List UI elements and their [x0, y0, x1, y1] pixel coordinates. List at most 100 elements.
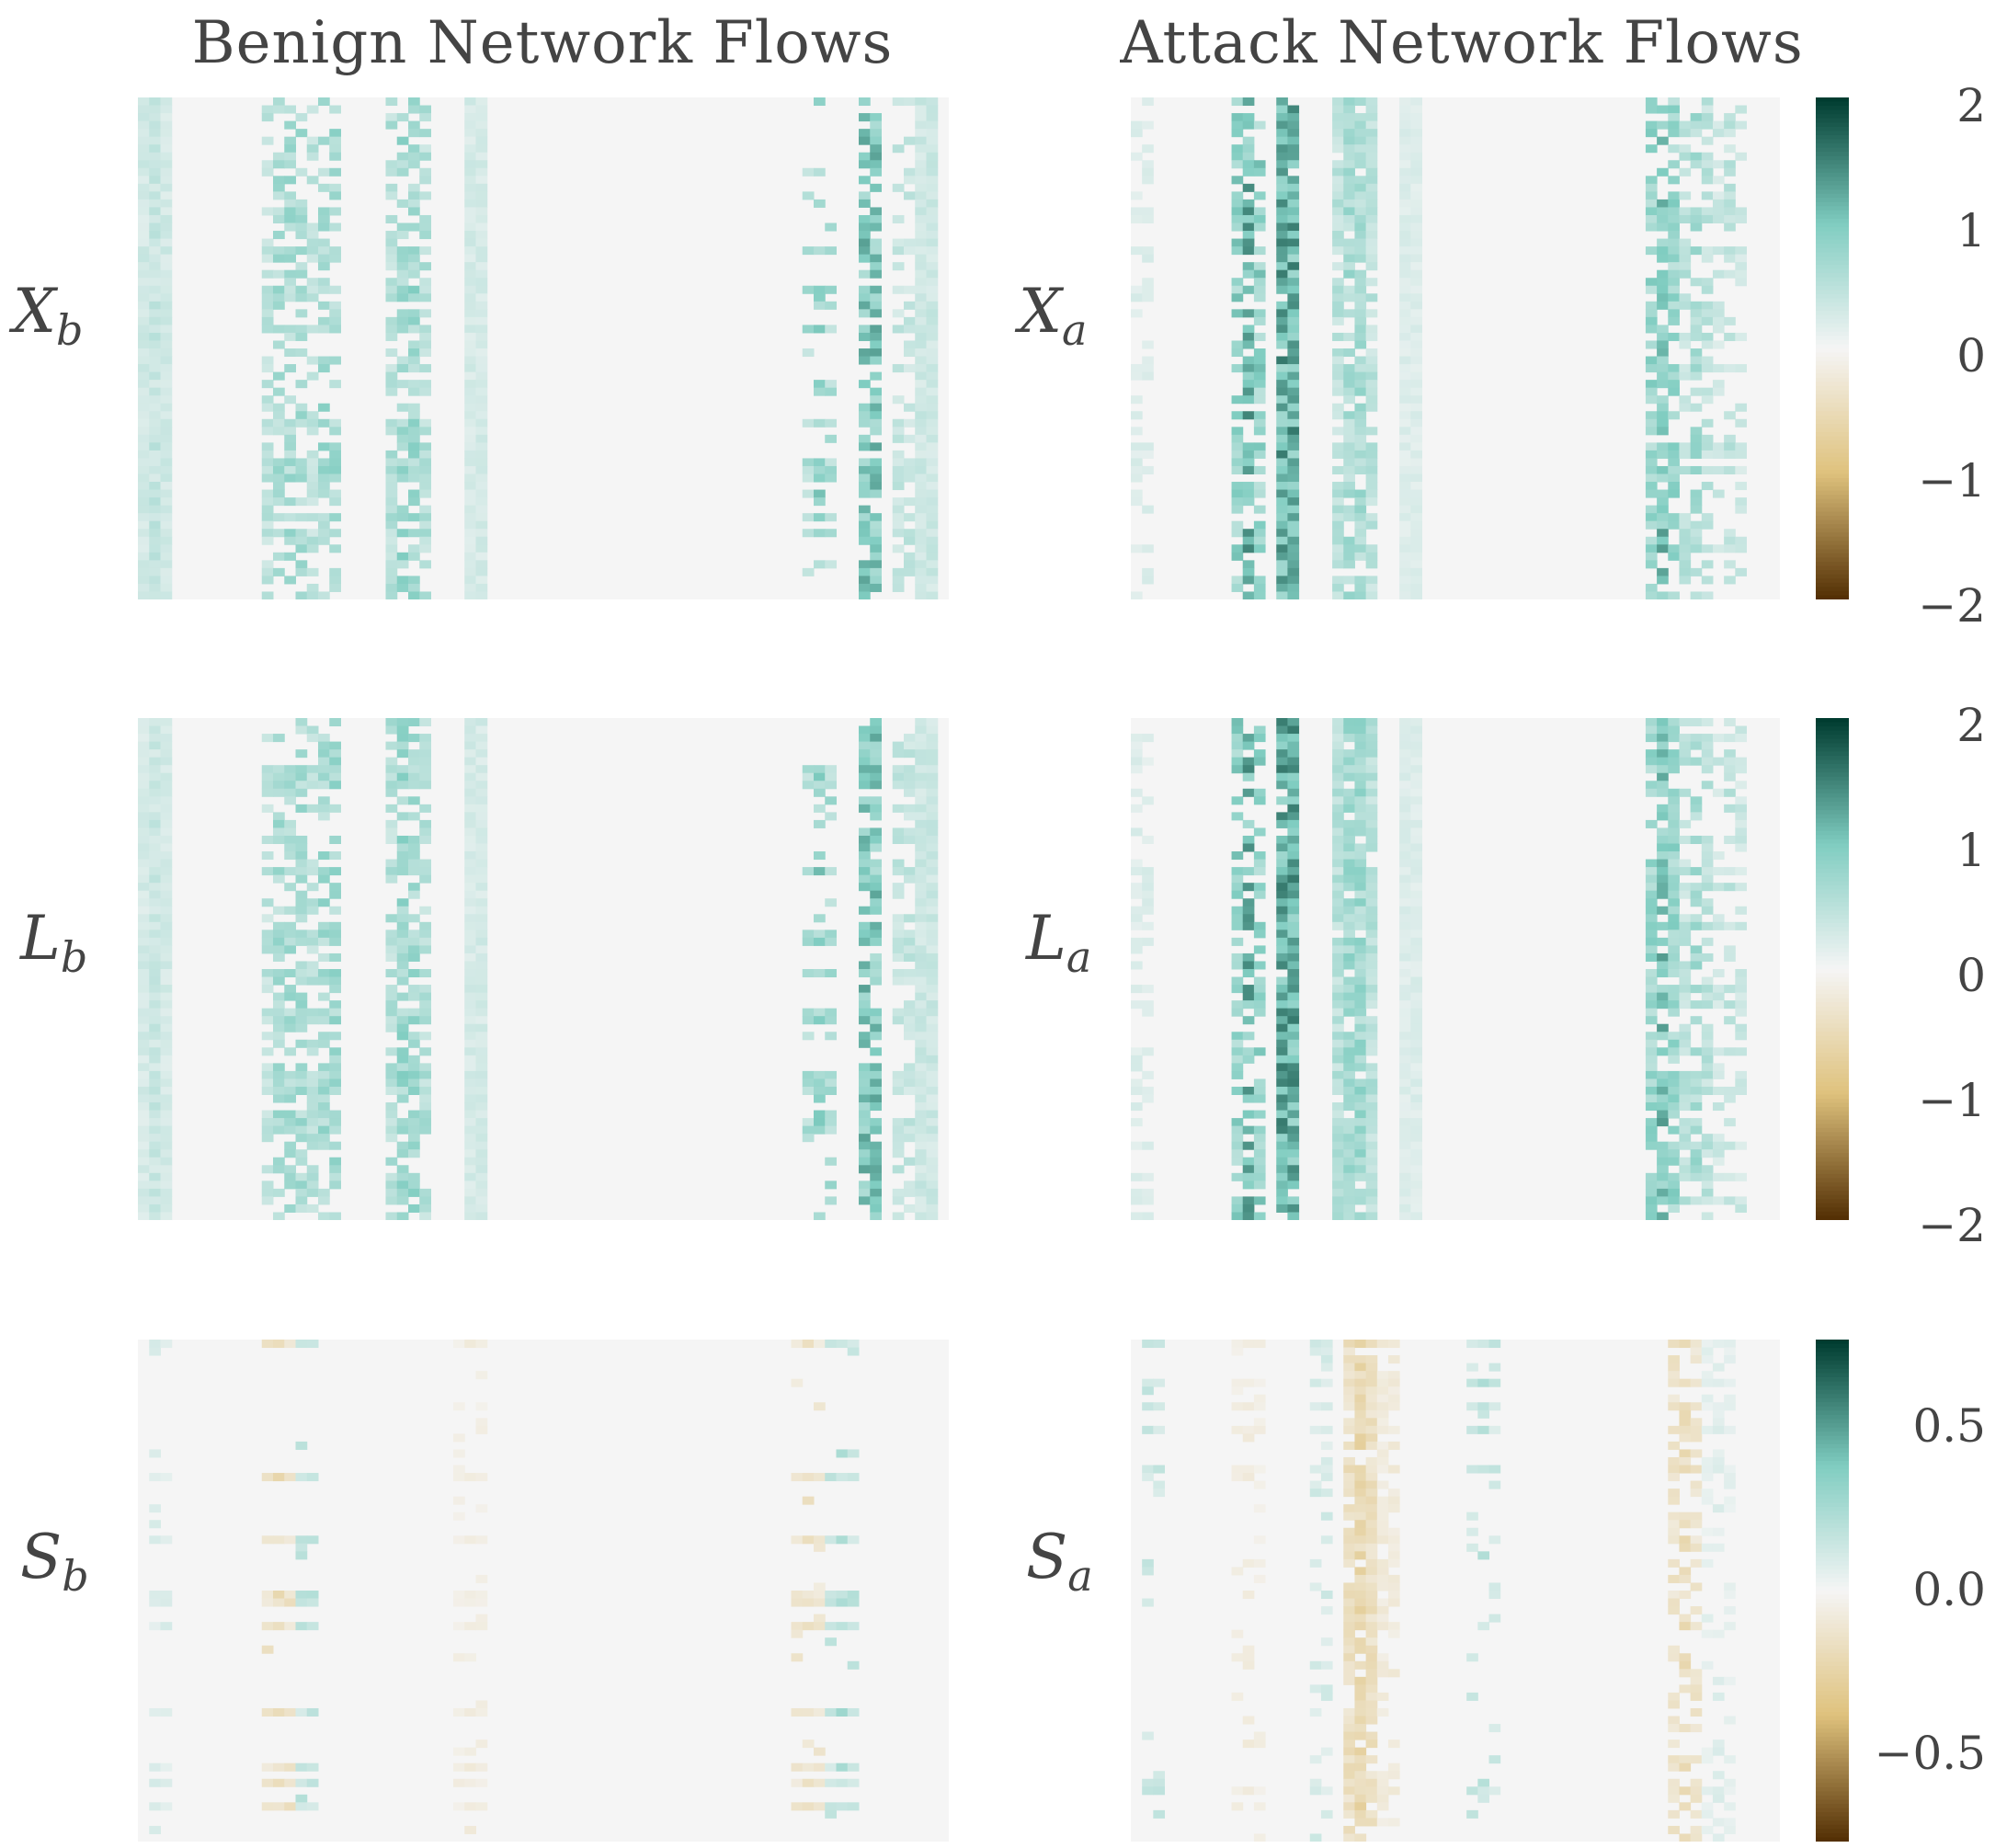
heatmap-cell: [138, 1125, 150, 1135]
heatmap-cell: [1712, 1086, 1725, 1095]
heatmap-cell: [915, 937, 927, 946]
heatmap-cell: [1343, 898, 1355, 907]
heatmap-cell: [475, 1212, 488, 1220]
heatmap-cell: [1365, 1786, 1378, 1796]
heatmap-cell: [306, 427, 319, 436]
heatmap-cell: [1365, 1480, 1378, 1489]
heatmap-cell: [464, 167, 476, 177]
heatmap-cell: [1242, 1465, 1255, 1474]
heatmap-cell: [1354, 953, 1367, 962]
heatmap-cell: [1645, 859, 1658, 868]
heatmap-cell: [273, 1086, 285, 1095]
heatmap-cell: [1657, 214, 1669, 223]
heatmap-cell: [1645, 207, 1658, 216]
heatmap-cell: [1242, 757, 1255, 766]
colorbar-segment: [1816, 177, 1849, 182]
heatmap-cell: [1276, 105, 1288, 114]
heatmap-cell: [138, 796, 150, 805]
heatmap-cell: [1701, 1149, 1714, 1158]
heatmap-cell: [825, 1016, 837, 1025]
heatmap-cell: [419, 105, 431, 114]
heatmap-cell: [1276, 1203, 1288, 1213]
heatmap-cell: [859, 859, 871, 868]
heatmap-cell: [870, 356, 882, 365]
heatmap-cell: [138, 183, 150, 192]
heatmap-cell: [859, 1070, 871, 1079]
heatmap-cell: [295, 1203, 308, 1213]
heatmap-cell: [1343, 1582, 1355, 1591]
heatmap-cell: [1287, 1149, 1300, 1158]
heatmap-cell: [475, 976, 488, 986]
heatmap-cell: [926, 867, 939, 876]
heatmap-cell: [1287, 914, 1300, 923]
heatmap-cell: [1668, 1598, 1680, 1607]
heatmap-cell: [1365, 497, 1378, 507]
heatmap-cell: [160, 1172, 173, 1181]
heatmap-cell: [138, 269, 150, 279]
heatmap-cell: [1679, 741, 1692, 750]
heatmap-cell: [160, 222, 173, 232]
heatmap-cell: [1365, 1669, 1378, 1678]
heatmap-cell: [1276, 434, 1288, 443]
heatmap-cell: [1690, 921, 1703, 930]
heatmap-cell: [160, 985, 173, 994]
heatmap-cell: [306, 1473, 319, 1482]
heatmap-cell: [1365, 222, 1378, 232]
heatmap-cell: [1354, 316, 1367, 325]
heatmap-cell: [1690, 316, 1703, 325]
heatmap-cell: [1399, 914, 1411, 923]
heatmap-cell: [814, 465, 826, 474]
heatmap-cell: [825, 434, 837, 443]
heatmap-cell: [1242, 560, 1255, 569]
heatmap-cell: [464, 450, 476, 459]
heatmap-cell: [318, 772, 330, 781]
heatmap-cell: [926, 238, 939, 247]
heatmap-cell: [904, 536, 916, 545]
heatmap-cell: [1354, 120, 1367, 130]
heatmap-cell: [1724, 1394, 1736, 1403]
heatmap-cell: [1645, 183, 1658, 192]
heatmap-cell: [1690, 953, 1703, 962]
heatmap-cell: [1309, 1378, 1322, 1387]
heatmap-cell: [1690, 1778, 1703, 1787]
heatmap-cell: [475, 1181, 488, 1190]
heatmap-cell: [1735, 1203, 1747, 1213]
heatmap-cell: [138, 167, 150, 177]
heatmap-cell: [1131, 741, 1143, 750]
heatmap-cell: [1231, 883, 1244, 892]
heatmap-cell: [138, 536, 150, 545]
heatmap-cell: [284, 1707, 296, 1717]
heatmap-cell: [408, 309, 420, 318]
heatmap-cell: [273, 214, 285, 223]
heatmap-cell: [870, 395, 882, 405]
heatmap-cell: [1276, 309, 1288, 318]
heatmap-cell: [802, 1535, 815, 1545]
heatmap-cell: [1343, 1771, 1355, 1780]
heatmap-cell: [1276, 520, 1288, 530]
heatmap-cell: [295, 246, 308, 256]
heatmap-cell: [138, 1165, 150, 1174]
heatmap-cell: [1399, 1165, 1411, 1174]
heatmap-cell: [1287, 749, 1300, 759]
heatmap-cell: [1131, 890, 1143, 899]
heatmap-cell: [475, 301, 488, 310]
heatmap-cell: [1387, 1591, 1400, 1600]
heatmap-cell: [1287, 262, 1300, 271]
heatmap-cell: [1309, 1489, 1322, 1498]
heatmap-cell: [1131, 945, 1143, 954]
heatmap-cell: [138, 207, 150, 216]
heatmap-cell: [273, 246, 285, 256]
heatmap-cell: [385, 772, 398, 781]
colorbar-segment: [1816, 147, 1849, 153]
heatmap-cell: [149, 340, 161, 349]
heatmap-cell: [149, 1110, 161, 1119]
heatmap-cell: [138, 772, 150, 781]
heatmap-cell: [1679, 1032, 1692, 1041]
heatmap-cell: [1142, 906, 1154, 915]
heatmap-cell: [149, 262, 161, 271]
heatmap-cell: [1253, 167, 1266, 177]
heatmap-cell: [261, 1032, 274, 1041]
heatmap-cell: [802, 1591, 815, 1600]
heatmap-cell: [261, 325, 274, 334]
heatmap-cell: [1253, 356, 1266, 365]
